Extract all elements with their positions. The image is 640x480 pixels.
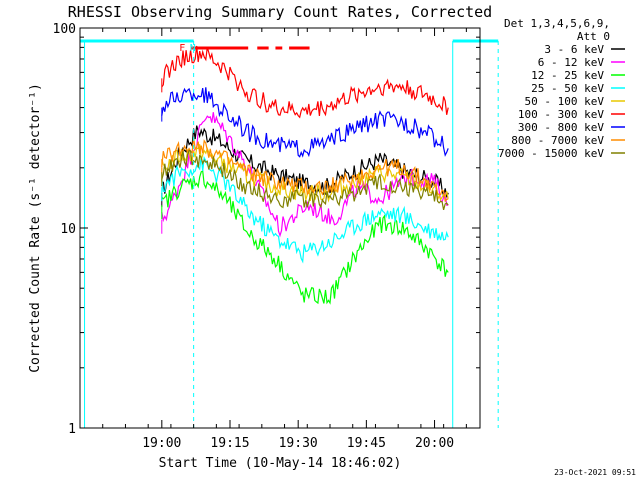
x-tick-label-19-30: 19:30 bbox=[279, 436, 318, 451]
x-tick-label-19-00: 19:00 bbox=[142, 436, 181, 451]
y-tick-label-10: 10 bbox=[60, 222, 76, 237]
series-line-3-6-kev bbox=[161, 125, 449, 199]
series-line-6-12-kev bbox=[161, 112, 449, 238]
series-layer bbox=[161, 45, 449, 305]
legend-label-100-300-kev: 100 - 300 keV bbox=[518, 108, 604, 121]
x-tick-label-19-45: 19:45 bbox=[347, 436, 386, 451]
flag-label-n: N bbox=[190, 43, 196, 54]
y-tick-label-1: 1 bbox=[68, 422, 76, 437]
x-tick-label-19-15: 19:15 bbox=[210, 436, 249, 451]
series-line-300-800-kev bbox=[161, 87, 449, 158]
flag-label-f: F bbox=[179, 43, 185, 54]
y-tick-label-100: 100 bbox=[53, 22, 76, 37]
legend-header-line-1: Att 0 bbox=[577, 30, 610, 43]
y-axis-label: Corrected Count Rate (s⁻¹ detector⁻¹) bbox=[28, 83, 43, 373]
footer-timestamp: 23-Oct-2021 09:51 bbox=[554, 468, 636, 477]
legend-label-7000-15000-kev: 7000 - 15000 keV bbox=[498, 147, 604, 160]
series-line-12-25-kev bbox=[161, 169, 449, 305]
legend-label-25-50-kev: 25 - 50 keV bbox=[531, 82, 604, 95]
legend-label-12-25-kev: 12 - 25 keV bbox=[531, 69, 604, 82]
series-line-100-300-kev bbox=[161, 45, 449, 119]
legend-label-6-12-kev: 6 - 12 keV bbox=[538, 56, 605, 69]
series-line-25-50-kev bbox=[161, 155, 449, 264]
legend-label-50-100-kev: 50 - 100 keV bbox=[525, 95, 605, 108]
series-line-7000-15000-kev bbox=[161, 149, 449, 211]
series-line-800-7000-kev bbox=[161, 137, 449, 203]
legend-label-3-6-kev: 3 - 6 keV bbox=[544, 43, 604, 56]
x-tick-label-20-00: 20:00 bbox=[415, 436, 454, 451]
legend-label-300-800-kev: 300 - 800 keV bbox=[518, 121, 604, 134]
axis-layer: 1 10 100 19:00 19:15 19:30 19:45 20:00 bbox=[53, 22, 480, 451]
chart-title: RHESSI Observing Summary Count Rates, Co… bbox=[68, 3, 492, 21]
legend-header-line-0: Det 1,3,4,5,6,9, bbox=[504, 17, 610, 30]
x-axis-label: Start Time (10-May-14 18:46:02) bbox=[159, 456, 402, 471]
legend-label-800-7000-kev: 800 - 7000 keV bbox=[511, 134, 604, 147]
